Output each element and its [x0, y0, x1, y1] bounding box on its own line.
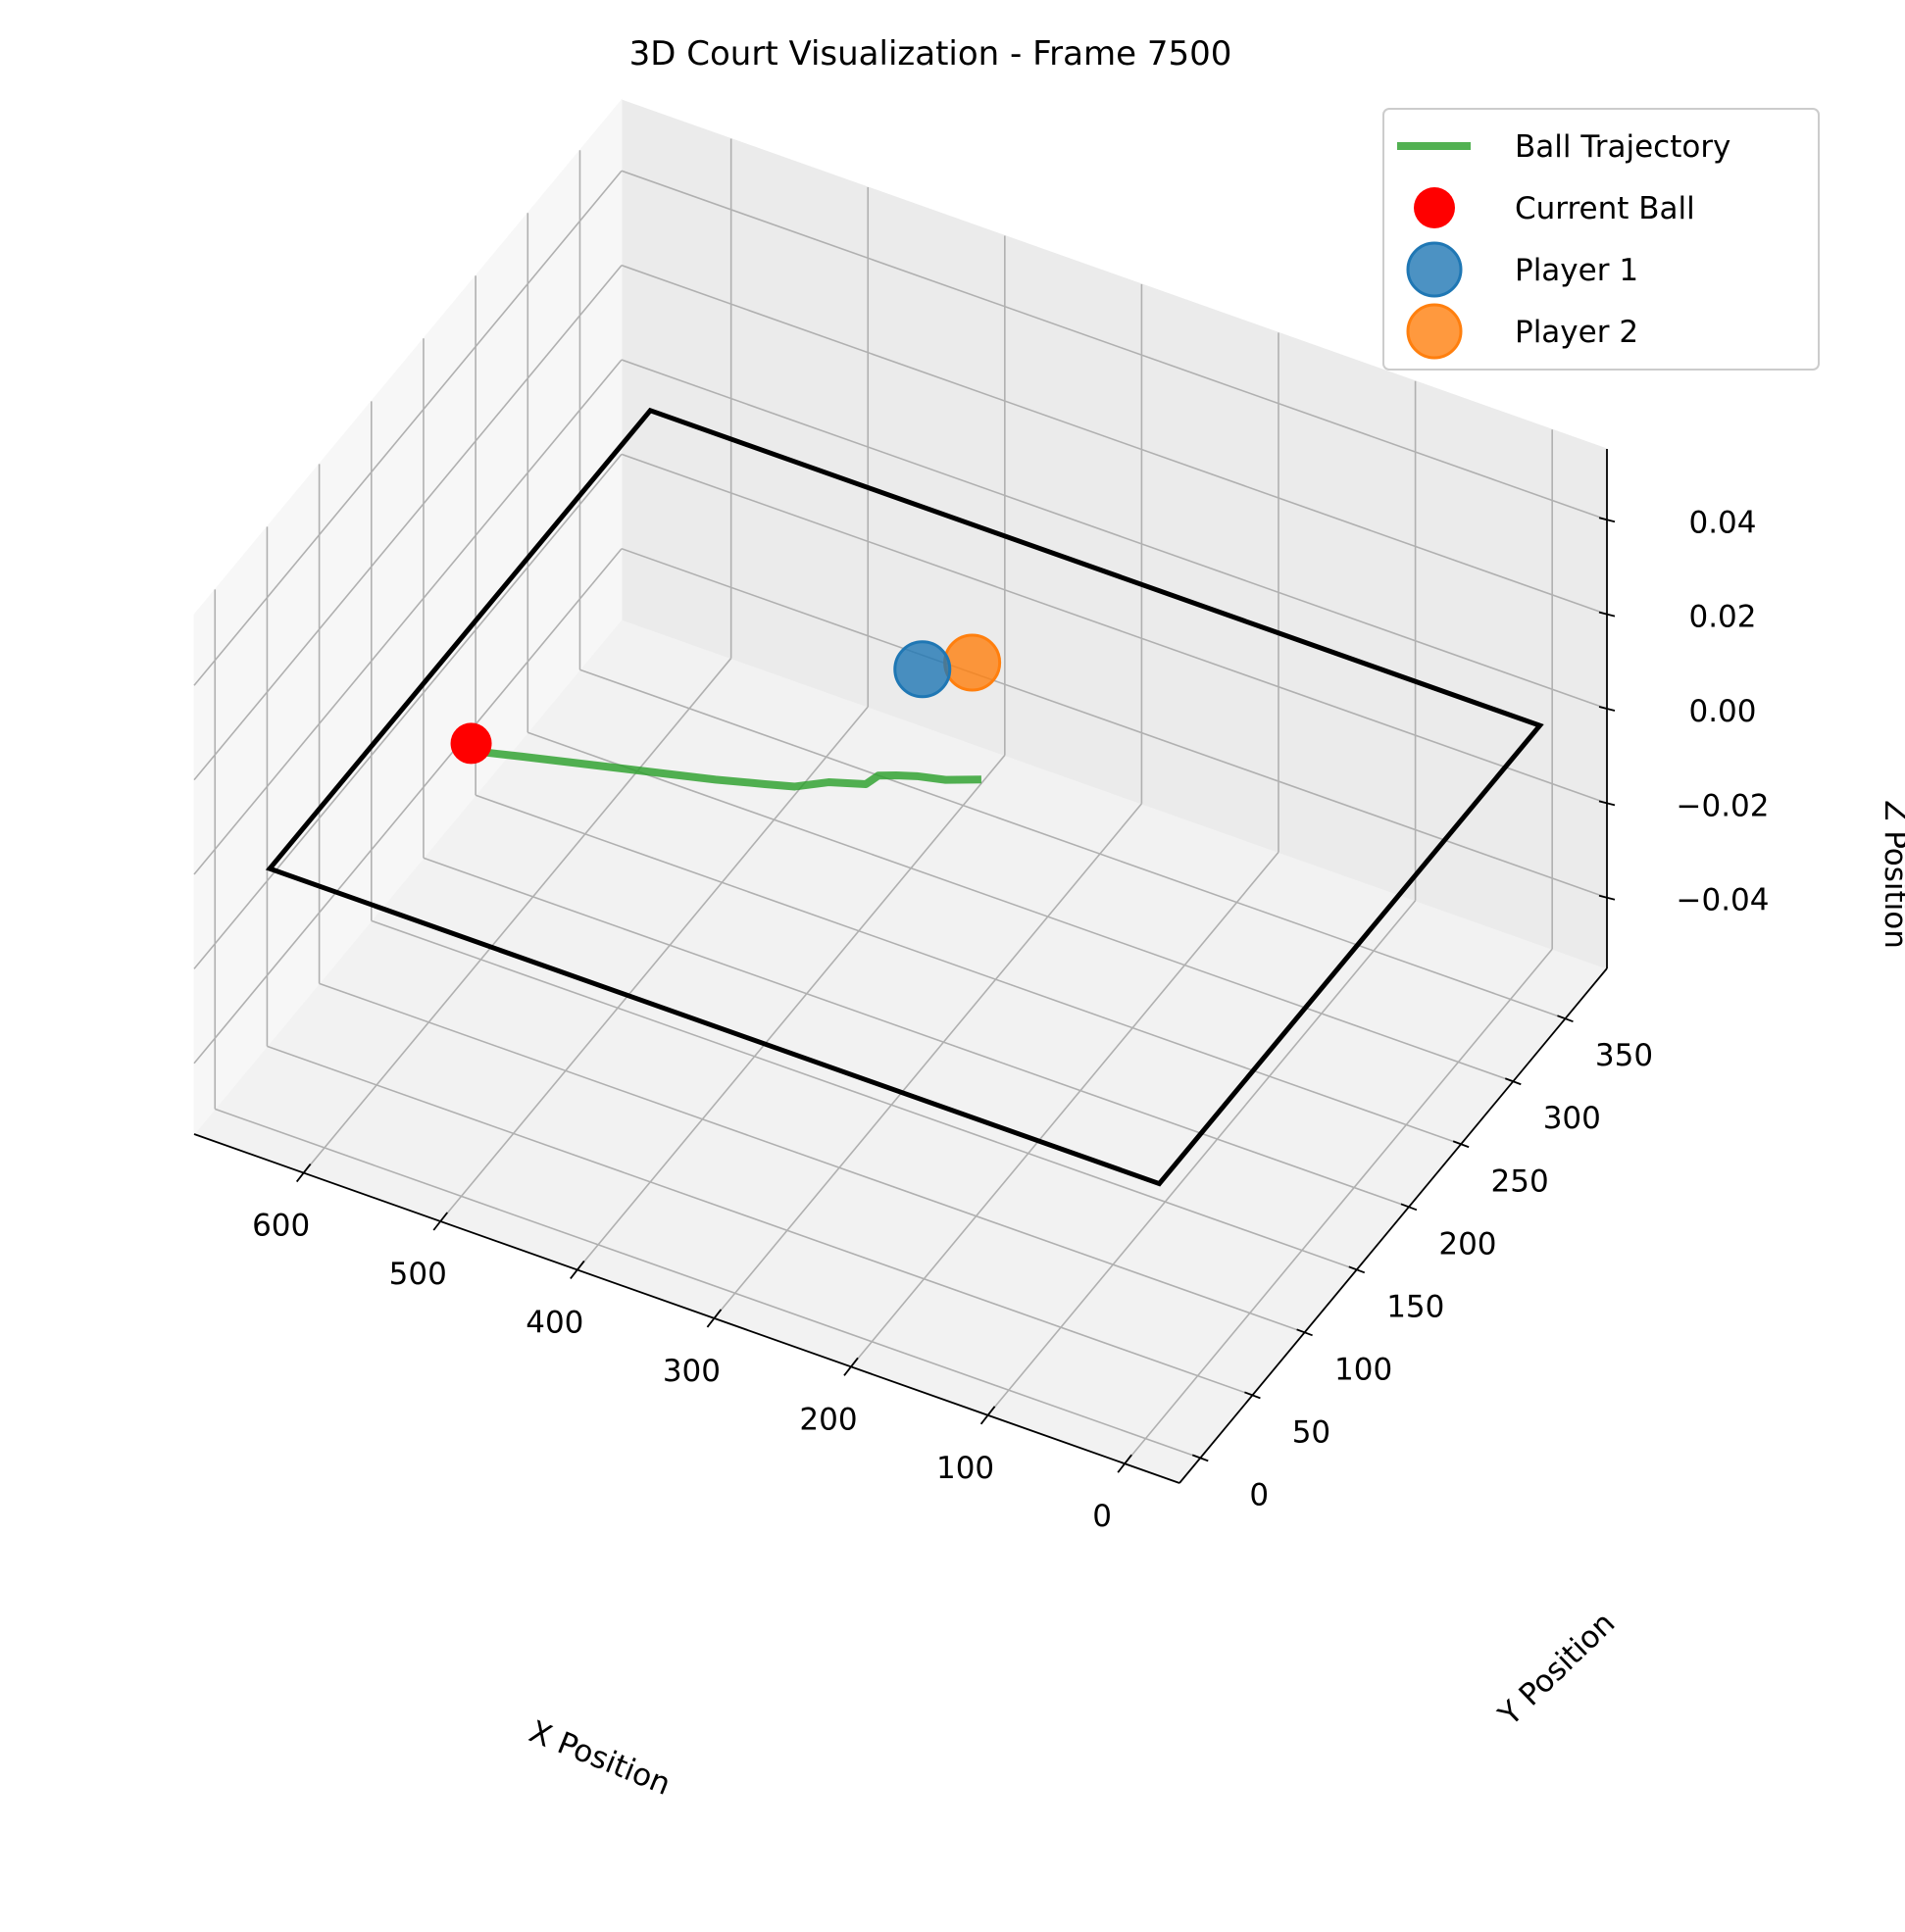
y-tick — [1452, 1140, 1470, 1149]
legend-entry-label: Current Ball — [1515, 191, 1695, 226]
x-tick-label: 600 — [252, 1209, 310, 1244]
x-axis-label: X Position — [525, 1714, 676, 1803]
z-tick-label: −0.02 — [1677, 788, 1770, 823]
y-tick — [1504, 1077, 1522, 1086]
tick-marks — [295, 517, 1616, 1473]
z-grid-back — [621, 453, 1608, 805]
y-grid-floor — [267, 1045, 1253, 1397]
z-tick-label: 0.00 — [1688, 694, 1756, 729]
z-tick — [1598, 517, 1616, 523]
legend-entry-label: Ball Trajectory — [1515, 129, 1730, 165]
y-axis-label: Y Position — [1491, 1606, 1622, 1733]
z-axis-label: Z Position — [1878, 800, 1905, 949]
y-axis-line — [1178, 967, 1608, 1484]
x-tick-label: 200 — [799, 1402, 857, 1437]
ball-trajectory-line — [480, 748, 981, 791]
z-grid-back — [621, 170, 1608, 521]
y-grid-floor — [423, 857, 1410, 1209]
x-tick-label: 100 — [936, 1451, 994, 1486]
x-axis-line — [193, 1133, 1180, 1484]
x-grid-floor — [1124, 948, 1553, 1464]
z-tick — [1598, 894, 1616, 901]
x-tick-label: 500 — [389, 1257, 447, 1292]
y-tick — [1348, 1265, 1366, 1274]
z-grid-back — [621, 264, 1608, 616]
player-2-marker — [943, 633, 1002, 692]
x-grid-floor — [986, 900, 1417, 1416]
legend-marker-swatch — [1414, 187, 1455, 228]
legend-entry-label: Player 2 — [1515, 315, 1638, 350]
x-tick — [706, 1309, 723, 1328]
current-ball-marker — [450, 722, 492, 765]
x-grid-floor — [713, 803, 1143, 1319]
y-grid-floor — [579, 669, 1566, 1019]
legend-marker-swatch — [1406, 303, 1463, 360]
z-tick-label: 0.02 — [1688, 600, 1756, 635]
z-grid-left — [193, 453, 623, 969]
legend-marker-swatch — [1406, 241, 1463, 298]
y-grid-floor — [527, 731, 1514, 1082]
y-tick — [1557, 1015, 1574, 1023]
legend-box — [1382, 108, 1820, 371]
tick-labels: 0100200300400500600050100150200250300350… — [252, 505, 1769, 1534]
x-grid-floor — [303, 658, 732, 1174]
data-marks — [450, 633, 1002, 791]
x-grid-floor — [850, 851, 1279, 1367]
y-grid-floor — [371, 919, 1358, 1271]
y-tick — [1191, 1454, 1209, 1462]
x-tick — [843, 1357, 859, 1376]
y-tick — [1244, 1391, 1261, 1400]
y-grid-floor — [319, 982, 1305, 1334]
y-grid-floor — [475, 794, 1462, 1146]
y-tick-label: 50 — [1292, 1414, 1330, 1450]
y-tick — [1296, 1328, 1313, 1337]
x-tick — [979, 1406, 996, 1425]
z-grid-left — [193, 170, 623, 686]
y-tick-label: 300 — [1543, 1101, 1601, 1136]
z-grid-back — [621, 359, 1608, 710]
grid-lines — [193, 138, 1608, 1464]
y-tick-label: 150 — [1386, 1289, 1444, 1324]
court-outline — [265, 407, 1544, 1187]
chart-title: 3D Court Visualization - Frame 7500 — [629, 34, 1232, 74]
y-tick-label: 350 — [1595, 1038, 1653, 1073]
x-tick-label: 400 — [526, 1305, 583, 1340]
y-tick-label: 200 — [1438, 1226, 1496, 1262]
y-grid-floor — [215, 1108, 1201, 1460]
x-tick-label: 0 — [1092, 1499, 1112, 1534]
x-grid-floor — [577, 754, 1006, 1270]
x-tick — [1117, 1454, 1132, 1473]
player-1-marker — [893, 640, 952, 699]
legend-entry-label: Player 1 — [1515, 253, 1638, 288]
z-tick-label: −0.04 — [1677, 883, 1770, 918]
y-tick — [1400, 1203, 1418, 1212]
x-tick — [570, 1260, 585, 1279]
z-grid-left — [193, 548, 623, 1065]
x-tick — [295, 1164, 312, 1183]
legend: Ball Trajectory Current Ball Player 1 Playe… — [1382, 108, 1820, 371]
z-tick — [1598, 706, 1616, 712]
x-tick — [432, 1212, 448, 1231]
y-tick-label: 0 — [1249, 1477, 1269, 1512]
z-tick — [1598, 611, 1616, 618]
x-grid-floor — [439, 706, 869, 1222]
z-tick — [1598, 800, 1616, 807]
y-tick-label: 100 — [1334, 1352, 1392, 1387]
z-tick-label: 0.04 — [1688, 505, 1756, 540]
z-grid-left — [193, 359, 623, 875]
x-tick-label: 300 — [663, 1354, 721, 1389]
z-grid-left — [193, 265, 623, 781]
court-boundary — [265, 407, 1544, 1187]
y-tick-label: 250 — [1491, 1164, 1549, 1199]
